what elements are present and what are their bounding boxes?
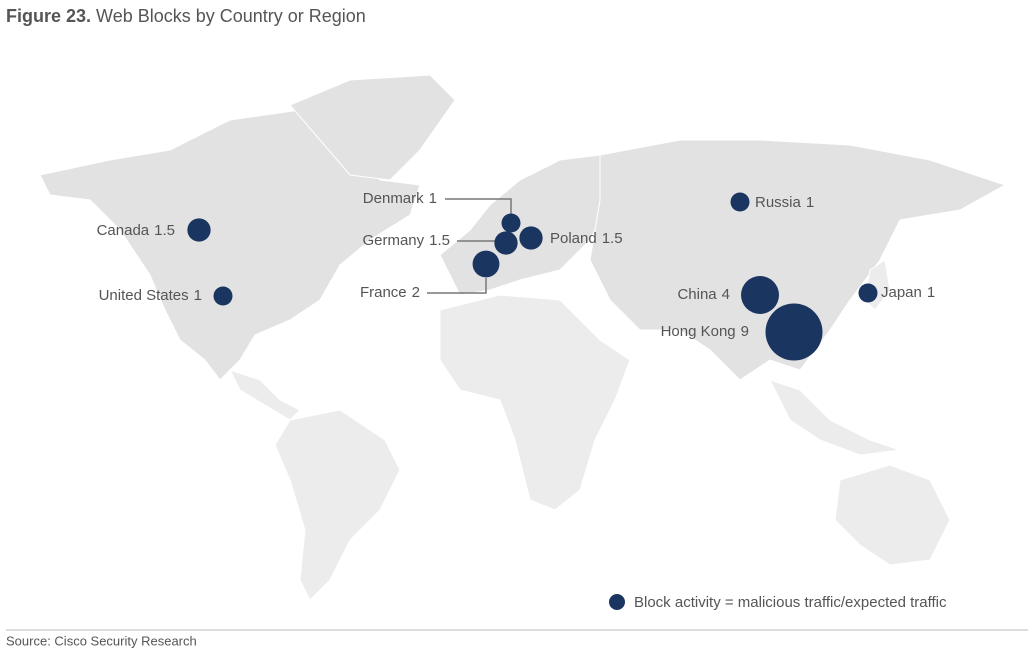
country-value: 1 (429, 190, 437, 207)
country-label: Denmark 1 (363, 190, 437, 207)
bubble (213, 286, 233, 306)
country-name: France (360, 284, 407, 301)
country-value: 4 (722, 286, 730, 303)
country-value: 9 (741, 323, 749, 340)
africa (439, 294, 631, 511)
legend-text: Block activity = malicious traffic/expec… (634, 594, 947, 611)
title-text: Web Blocks by Country or Region (96, 6, 366, 26)
country-value: 1 (806, 194, 814, 211)
bubble (730, 192, 750, 212)
leader-line (445, 198, 512, 215)
country-value: 1 (194, 287, 202, 304)
country-value: 2 (412, 284, 420, 301)
country-value: 1.5 (602, 230, 623, 247)
country-name: Germany (362, 232, 424, 249)
country-name: United States (99, 287, 189, 304)
asia (589, 139, 1007, 381)
bubbles (187, 192, 878, 361)
country-label: Hong Kong 9 (661, 323, 749, 340)
country-value: 1.5 (429, 232, 450, 249)
country-name: Denmark (363, 190, 424, 207)
bubble (765, 303, 823, 361)
country-label: Canada 1.5 (97, 222, 175, 239)
north-america (39, 109, 421, 381)
bubble (472, 250, 500, 278)
country-value: 1.5 (154, 222, 175, 239)
title-prefix: Figure 23. (6, 6, 91, 26)
south-america (274, 409, 401, 601)
world-map (39, 74, 1007, 601)
country-name: Russia (755, 194, 802, 211)
country-name: Japan (881, 284, 922, 301)
country-label: United States 1 (99, 287, 202, 304)
central-america (229, 369, 301, 421)
leaders (427, 198, 512, 294)
greenland (289, 74, 456, 181)
country-name: Hong Kong (661, 323, 736, 340)
australia (834, 464, 951, 566)
bubble (501, 213, 521, 233)
country-name: Poland (550, 230, 597, 247)
leader-line (427, 278, 487, 294)
country-label: France 2 (360, 284, 420, 301)
country-label: Japan 1 (881, 284, 935, 301)
country-label: China 4 (677, 286, 730, 303)
source: Source: Cisco Security Research (6, 633, 197, 648)
country-label: Poland 1.5 (550, 230, 623, 247)
bubble (187, 218, 211, 242)
bubble (494, 231, 518, 255)
bubble (741, 276, 779, 314)
bubble (858, 283, 878, 303)
country-name: Canada (97, 222, 150, 239)
chart-title: Figure 23. Web Blocks by Country or Regio… (6, 6, 366, 26)
bubble (519, 226, 543, 250)
country-name: China (677, 286, 717, 303)
country-label: Germany 1.5 (362, 232, 450, 249)
southeast-asia (769, 379, 901, 456)
country-label: Russia 1 (755, 194, 814, 211)
europe (439, 154, 611, 296)
legend-marker (609, 594, 625, 610)
country-value: 1 (927, 284, 935, 301)
